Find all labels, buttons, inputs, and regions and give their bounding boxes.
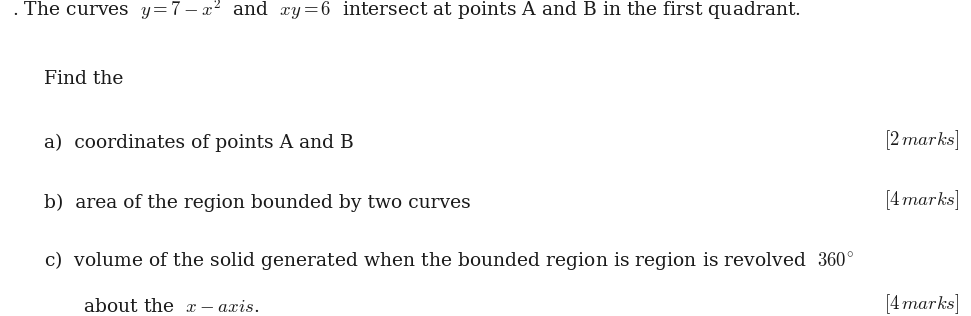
Text: about the  $x - axis$.: about the $x - axis$. (83, 298, 259, 316)
Text: $[4\,marks]$: $[4\,marks]$ (884, 292, 959, 316)
Text: a)  coordinates of points A and B: a) coordinates of points A and B (44, 133, 353, 152)
Text: c)  volume of the solid generated when the bounded region is region is revolved : c) volume of the solid generated when th… (44, 249, 854, 272)
Text: $[4\,marks]$: $[4\,marks]$ (884, 188, 959, 212)
Text: $[2\,marks]$: $[2\,marks]$ (884, 128, 959, 152)
Text: b)  area of the region bounded by two curves: b) area of the region bounded by two cur… (44, 193, 470, 212)
Text: Find the: Find the (44, 70, 123, 88)
Text: . The curves  $y = 7 - x^2$  and  $xy = 6$  intersect at points A and B in the f: . The curves $y = 7 - x^2$ and $xy = 6$ … (12, 0, 801, 22)
